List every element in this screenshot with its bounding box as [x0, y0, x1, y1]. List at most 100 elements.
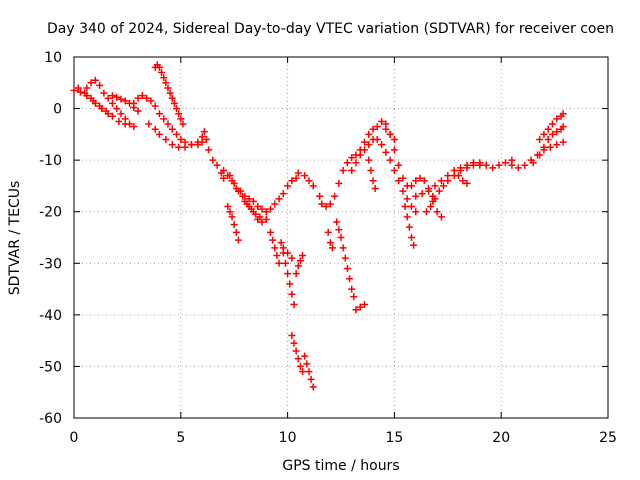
data-point — [433, 208, 441, 216]
data-point — [348, 285, 356, 293]
data-point — [529, 159, 537, 167]
data-point — [301, 352, 309, 360]
data-point — [288, 177, 296, 185]
data-point — [181, 143, 189, 151]
data-point — [115, 117, 123, 125]
data-point — [288, 290, 296, 298]
series-arc-22 — [333, 218, 358, 301]
data-point — [249, 197, 257, 205]
data-point — [166, 89, 174, 97]
data-point — [213, 161, 221, 169]
data-point — [548, 130, 556, 138]
series-arc-6 — [151, 61, 187, 128]
data-point — [536, 151, 544, 159]
data-point — [316, 192, 324, 200]
series-arc-15 — [279, 244, 296, 262]
data-point — [546, 143, 554, 151]
data-point — [559, 123, 567, 131]
data-point — [309, 182, 317, 190]
data-point — [463, 161, 471, 169]
series-arc-34 — [529, 123, 567, 167]
data-point — [162, 136, 170, 144]
data-point — [113, 93, 121, 101]
data-point — [501, 159, 509, 167]
data-point — [371, 185, 379, 193]
data-point — [117, 110, 125, 118]
data-point — [160, 74, 168, 82]
data-point — [81, 89, 89, 97]
data-point — [284, 270, 292, 278]
series-arc-18 — [292, 252, 307, 278]
data-point — [143, 94, 151, 102]
series-arc-17 — [301, 352, 317, 391]
data-point — [378, 141, 386, 149]
data-point — [360, 301, 368, 309]
data-point — [303, 360, 311, 368]
series-arc-10 — [224, 203, 242, 244]
y-tick-label: -30 — [39, 256, 62, 272]
data-point — [326, 200, 334, 208]
data-point — [339, 244, 347, 252]
data-point — [104, 94, 112, 102]
data-point — [279, 190, 287, 198]
data-point — [155, 110, 163, 118]
series-arc-25 — [365, 156, 379, 193]
data-point — [390, 166, 398, 174]
data-point — [544, 125, 552, 133]
data-point — [91, 76, 99, 84]
data-point — [382, 148, 390, 156]
plot-frame — [73, 56, 609, 419]
data-point — [343, 264, 351, 272]
data-point — [454, 172, 462, 180]
data-point — [245, 203, 253, 211]
data-point — [544, 136, 552, 144]
data-points — [70, 61, 567, 391]
data-point — [437, 213, 445, 221]
data-point — [301, 172, 309, 180]
data-point — [230, 221, 238, 229]
data-point — [350, 293, 358, 301]
data-point — [134, 107, 142, 115]
data-point — [294, 169, 302, 177]
data-point — [130, 99, 138, 107]
data-point — [299, 252, 307, 260]
data-point — [87, 79, 95, 87]
data-point — [187, 141, 195, 149]
data-point — [96, 81, 104, 89]
series-arc-35 — [536, 110, 567, 144]
data-point — [87, 94, 95, 102]
data-point — [346, 275, 354, 283]
series-arc-21 — [324, 228, 336, 252]
data-point — [269, 236, 277, 244]
data-point — [407, 234, 415, 241]
data-point — [198, 133, 206, 141]
data-point — [164, 84, 172, 92]
series-arc-3 — [83, 76, 138, 131]
data-point — [401, 203, 409, 211]
data-point — [234, 236, 242, 244]
data-point — [230, 179, 238, 187]
data-point — [284, 182, 292, 190]
data-point — [431, 182, 439, 190]
series-arc-13 — [267, 228, 283, 267]
data-point — [305, 177, 313, 185]
data-point — [360, 146, 368, 154]
data-point — [292, 347, 300, 355]
data-point — [463, 179, 471, 187]
data-point — [91, 99, 99, 107]
axis-ticks — [73, 56, 609, 419]
data-point — [412, 192, 420, 200]
data-point — [333, 218, 341, 226]
series-arc-2 — [74, 84, 112, 118]
data-point — [232, 228, 240, 236]
data-point — [173, 130, 181, 138]
x-tick-label: 20 — [492, 430, 510, 446]
data-point — [382, 125, 390, 133]
data-point — [262, 215, 270, 223]
data-point — [220, 166, 228, 174]
data-point — [444, 172, 452, 180]
data-point — [367, 166, 375, 174]
data-point — [457, 164, 465, 172]
series-arc-20 — [316, 117, 411, 211]
data-point — [305, 368, 313, 376]
